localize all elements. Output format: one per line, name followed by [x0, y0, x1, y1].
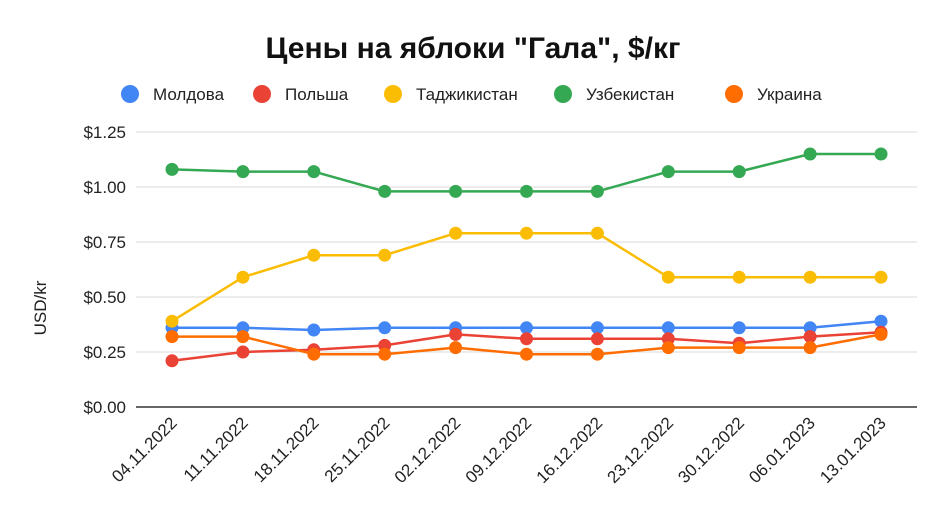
data-point	[874, 147, 888, 161]
data-point	[590, 347, 604, 361]
x-tick-label: 06.01.2023	[745, 413, 819, 487]
data-point	[307, 165, 321, 179]
legend-label: Молдова	[153, 85, 225, 104]
chart-title: Цены на яблоки "Гала", $/кг	[266, 32, 681, 65]
x-tick-label: 11.11.2022	[180, 413, 252, 485]
data-point	[520, 184, 533, 198]
gridlines	[136, 131, 917, 408]
data-point	[803, 341, 817, 355]
x-tick-label: 25.11.2022	[321, 413, 394, 486]
data-point	[378, 184, 392, 198]
y-tick-label: $1.25	[83, 123, 126, 142]
data-point	[590, 321, 604, 335]
data-point	[449, 341, 463, 355]
data-point	[449, 184, 463, 198]
data-point	[378, 347, 392, 361]
data-point	[520, 226, 533, 240]
x-tick-label: 30.12.2022	[674, 413, 748, 487]
legend-swatch	[384, 85, 402, 103]
x-tick-label: 18.11.2022	[250, 413, 323, 486]
data-point	[165, 162, 179, 176]
legend-label: Украина	[757, 85, 822, 104]
x-tick-label: 13.01.2023	[816, 413, 890, 487]
data-point	[165, 354, 179, 368]
data-point	[307, 323, 321, 337]
data-point	[590, 184, 604, 198]
legend-label: Польша	[285, 85, 349, 104]
data-point	[661, 341, 675, 355]
data-point	[378, 321, 392, 335]
legend-swatch	[725, 85, 743, 103]
data-point	[803, 270, 817, 284]
data-point	[874, 314, 888, 328]
x-tick-label: 04.11.2022	[108, 413, 181, 486]
x-tick-label: 23.12.2022	[604, 413, 678, 487]
data-point	[590, 226, 604, 240]
data-point	[803, 330, 817, 344]
y-axis-title: USD/kr	[31, 280, 50, 335]
series-line	[171, 231, 881, 323]
data-point	[165, 330, 179, 344]
x-tick-label: 16.12.2022	[533, 413, 607, 487]
data-point	[661, 321, 675, 335]
x-axis-ticks: 04.11.2022 11.11.202218.11.202225.11.2022…	[108, 413, 890, 487]
data-point	[732, 165, 746, 179]
series-3	[165, 226, 888, 328]
y-tick-label: $1.00	[83, 178, 126, 197]
data-point	[165, 314, 179, 328]
data-point	[661, 270, 675, 284]
series-1	[165, 314, 888, 337]
legend-swatch	[121, 85, 139, 103]
data-point	[803, 147, 817, 161]
data-point	[236, 345, 250, 359]
data-point	[732, 341, 746, 355]
data-point	[520, 332, 533, 346]
data-point	[449, 327, 463, 341]
legend-item: Таджикистан	[384, 85, 518, 104]
data-point	[661, 165, 675, 179]
legend-item: Украина	[725, 85, 822, 104]
y-axis-ticks: $0.00 $0.25 $0.50 $0.75 $1.00 $1.25	[83, 123, 126, 417]
x-tick-label: 09.12.2022	[462, 413, 536, 487]
y-tick-label: $0.25	[83, 343, 126, 362]
data-point	[236, 330, 250, 344]
data-point	[874, 327, 888, 341]
y-tick-label: $0.75	[83, 233, 126, 252]
legend-swatch	[253, 85, 271, 103]
series-4	[165, 147, 888, 198]
legend-item: Узбекистан	[554, 85, 674, 104]
data-point	[307, 248, 321, 262]
data-point	[236, 270, 250, 284]
legend: Молдова Польша Таджикистан Узбекистан Украин…	[121, 85, 822, 104]
x-tick-label: 02.12.2022	[391, 413, 465, 487]
data-point	[732, 321, 746, 335]
legend-item: Молдова	[121, 85, 225, 104]
data-point	[732, 270, 746, 284]
series-5	[165, 327, 888, 361]
legend-item: Польша	[253, 85, 349, 104]
data-point	[874, 270, 888, 284]
legend-label: Узбекистан	[586, 85, 674, 104]
y-tick-label: $0.00	[83, 398, 126, 417]
data-point	[378, 248, 392, 262]
series-group	[165, 147, 888, 368]
y-tick-label: $0.50	[83, 288, 126, 307]
data-point	[307, 347, 321, 361]
legend-swatch	[554, 85, 572, 103]
data-point	[236, 165, 250, 179]
data-point	[590, 332, 604, 346]
data-point	[520, 321, 533, 335]
data-point	[520, 347, 533, 361]
data-point	[449, 226, 463, 240]
legend-label: Таджикистан	[416, 85, 518, 104]
